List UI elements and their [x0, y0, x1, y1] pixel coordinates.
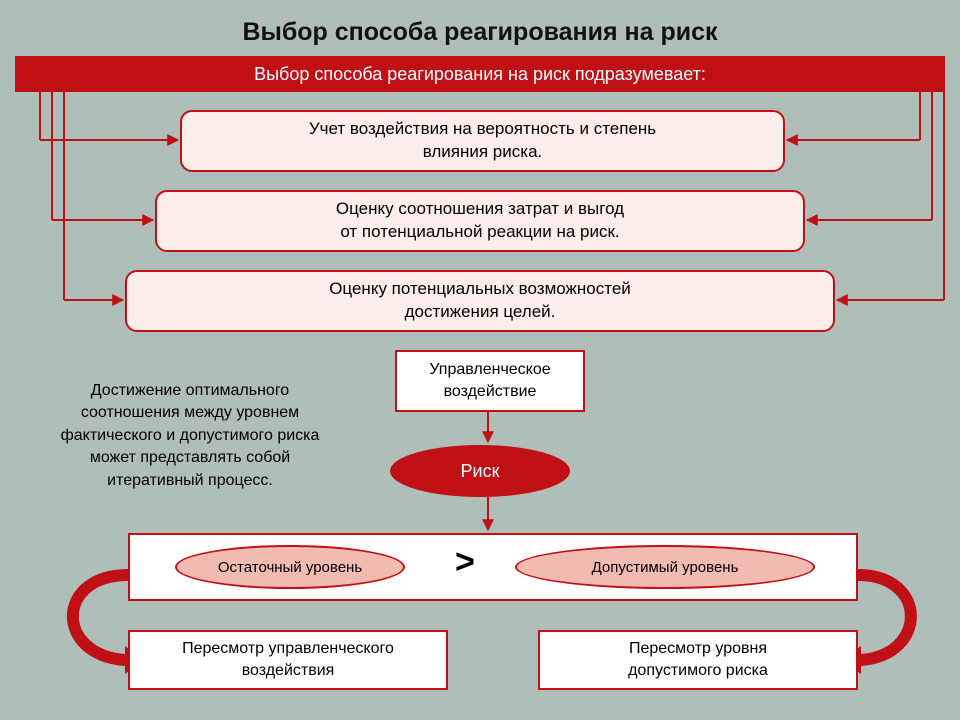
ellipse-acceptable-level: Допустимый уровень — [515, 545, 815, 589]
box-consideration-2: Оценку соотношения затрат и выгодот поте… — [155, 190, 805, 252]
ellipse-residual-level: Остаточный уровень — [175, 545, 405, 589]
box-review-acceptable: Пересмотр уровнядопустимого риска — [538, 630, 858, 690]
note-iterative: Достижение оптимальногосоотношения между… — [30, 380, 350, 492]
box-management-action: Управленческоевоздействие — [395, 350, 585, 412]
header-bar: Выбор способа реагирования на риск подра… — [15, 56, 945, 92]
ellipse-risk: Риск — [390, 445, 570, 497]
box-consideration-1: Учет воздействия на вероятность и степен… — [180, 110, 785, 172]
page-title: Выбор способа реагирования на риск — [0, 18, 960, 47]
greater-than-sign: > — [455, 543, 475, 582]
box-consideration-3: Оценку потенциальных возможностейдостиже… — [125, 270, 835, 332]
box-review-management: Пересмотр управленческоговоздействия — [128, 630, 448, 690]
